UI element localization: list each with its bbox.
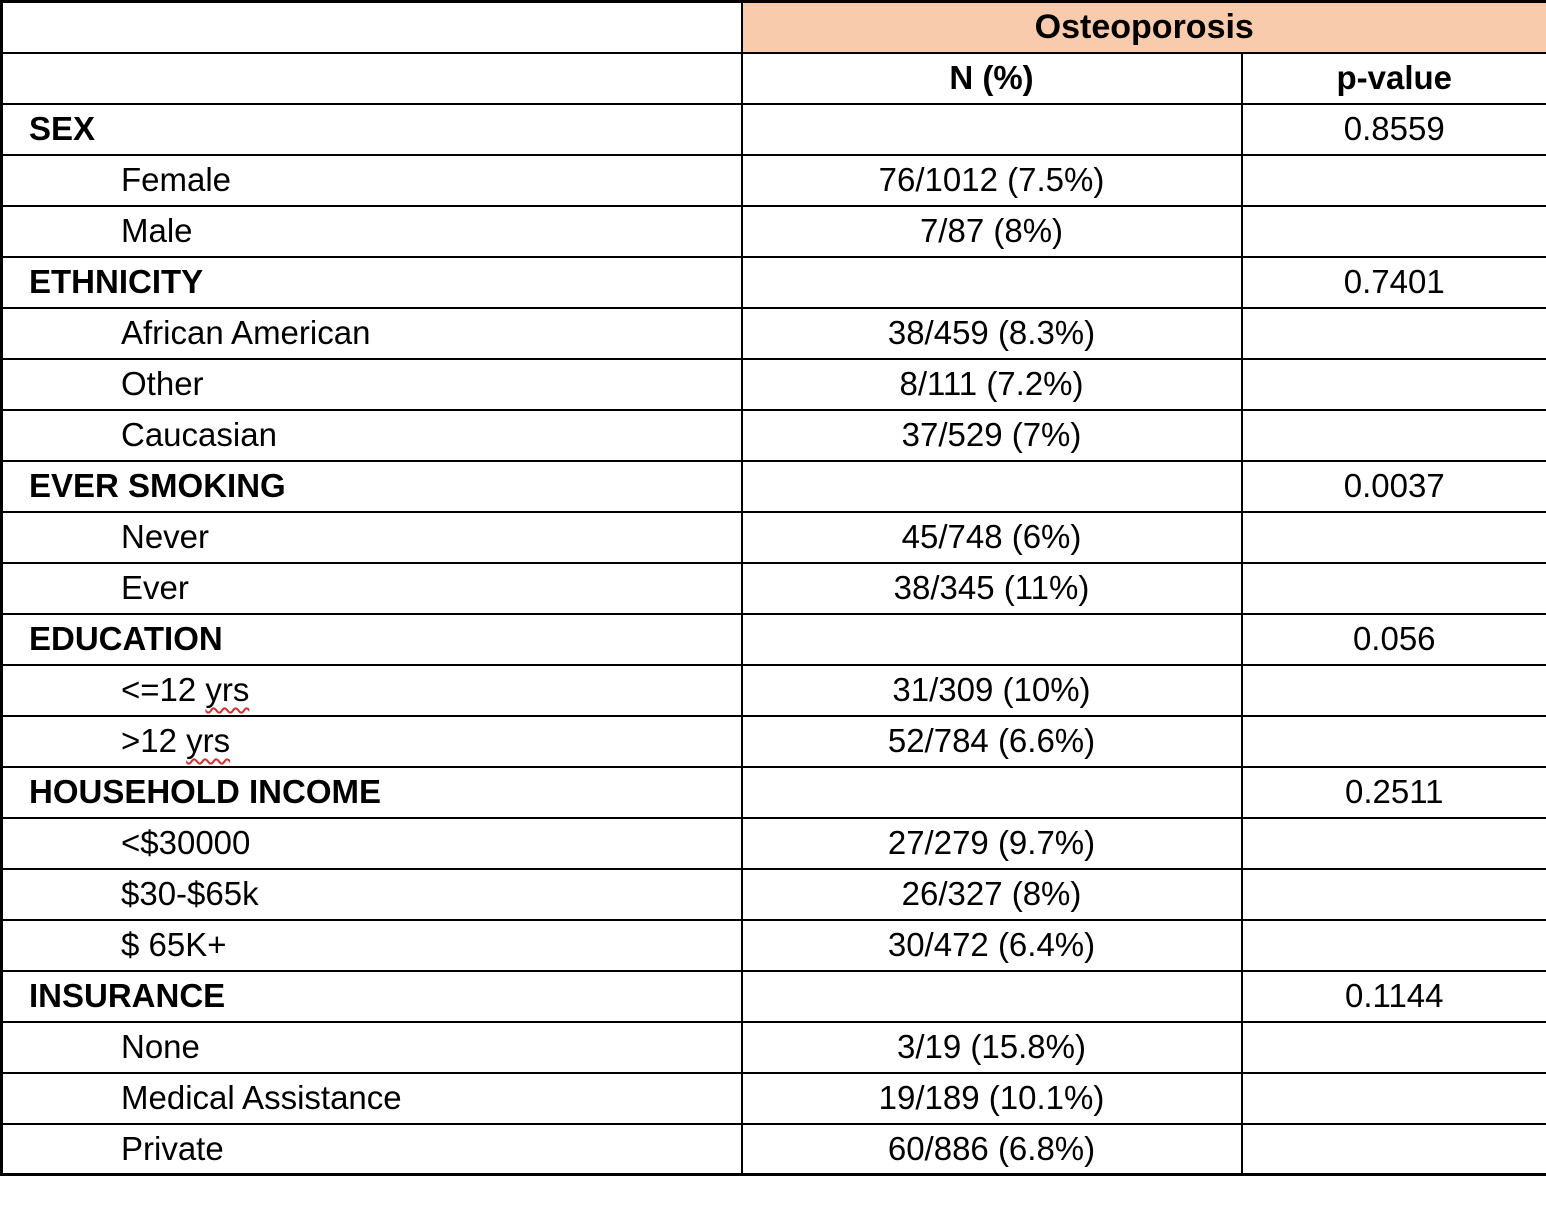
category-row: EVER SMOKING 0.0037 [0, 459, 1546, 513]
sub-row: None 3/19 (15.8%) [0, 1020, 1546, 1074]
p-value [1240, 306, 1546, 360]
sub-row: Other 8/111 (7.2%) [0, 357, 1546, 411]
n-percent-value: 3/19 (15.8%) [740, 1020, 1243, 1074]
row-label: Male [0, 204, 743, 258]
row-label: African American [0, 306, 743, 360]
n-percent-value: 76/1012 (7.5%) [740, 153, 1243, 207]
row-label: EVER SMOKING [0, 459, 743, 513]
p-value: 0.8559 [1240, 102, 1546, 156]
p-value [1240, 918, 1546, 972]
sub-row: Male 7/87 (8%) [0, 204, 1546, 258]
row-label: Never [0, 510, 743, 564]
p-value: 0.7401 [1240, 255, 1546, 309]
row-label: EDUCATION [0, 612, 743, 666]
table-body: SEX 0.8559 Female 76/1012 (7.5%) Male 7/87 (8… [0, 102, 1546, 1176]
category-row: ETHNICITY 0.7401 [0, 255, 1546, 309]
n-percent-value [740, 459, 1243, 513]
sub-row: $30-$65k 26/327 (8%) [0, 867, 1546, 921]
n-percent-value: 26/327 (8%) [740, 867, 1243, 921]
sub-row: African American 38/459 (8.3%) [0, 306, 1546, 360]
spellcheck-underlined-word: yrs [186, 721, 231, 759]
row-label: ETHNICITY [0, 255, 743, 309]
row-label: Private [0, 1122, 743, 1176]
p-value [1240, 714, 1546, 768]
osteoporosis-table: Osteoporosis N (%) p-value SEX 0.8559 Fema… [0, 0, 1546, 1176]
sub-row: <$30000 27/279 (9.7%) [0, 816, 1546, 870]
n-percent-value: 8/111 (7.2%) [740, 357, 1243, 411]
p-value: 0.056 [1240, 612, 1546, 666]
p-value [1240, 663, 1546, 717]
p-value: 0.1144 [1240, 969, 1546, 1023]
p-value [1240, 1122, 1546, 1176]
n-percent-value [740, 765, 1243, 819]
spellcheck-underlined-word: yrs [205, 670, 250, 708]
n-percent-value: 7/87 (8%) [740, 204, 1243, 258]
n-percent-value [740, 612, 1243, 666]
row-label: Other [0, 357, 743, 411]
sub-row: Medical Assistance 19/189 (10.1%) [0, 1071, 1546, 1125]
p-value [1240, 408, 1546, 462]
corner-cell-bottom [0, 51, 743, 105]
p-value [1240, 357, 1546, 411]
n-percent-value [740, 102, 1243, 156]
row-label: >12 yrs [0, 714, 743, 768]
sub-row: Female 76/1012 (7.5%) [0, 153, 1546, 207]
row-label: SEX [0, 102, 743, 156]
sub-row: Never 45/748 (6%) [0, 510, 1546, 564]
row-label: Female [0, 153, 743, 207]
p-value: 0.2511 [1240, 765, 1546, 819]
n-percent-value: 37/529 (7%) [740, 408, 1243, 462]
table-title: Osteoporosis [740, 0, 1546, 54]
n-percent-value: 38/345 (11%) [740, 561, 1243, 615]
n-percent-value: 45/748 (6%) [740, 510, 1243, 564]
n-percent-value: 27/279 (9.7%) [740, 816, 1243, 870]
row-label: <$30000 [0, 816, 743, 870]
column-header-n: N (%) [740, 51, 1243, 105]
p-value: 0.0037 [1240, 459, 1546, 513]
row-label: $30-$65k [0, 867, 743, 921]
sub-row: Caucasian 37/529 (7%) [0, 408, 1546, 462]
p-value [1240, 561, 1546, 615]
column-header-p: p-value [1240, 51, 1546, 105]
p-value [1240, 816, 1546, 870]
group-header-row: Osteoporosis [0, 0, 1546, 54]
row-label: Ever [0, 561, 743, 615]
p-value [1240, 153, 1546, 207]
n-percent-value: 60/886 (6.8%) [740, 1122, 1243, 1176]
sub-row: Private 60/886 (6.8%) [0, 1122, 1546, 1176]
p-value [1240, 1020, 1546, 1074]
category-row: SEX 0.8559 [0, 102, 1546, 156]
n-percent-value: 19/189 (10.1%) [740, 1071, 1243, 1125]
row-label: Caucasian [0, 408, 743, 462]
p-value [1240, 867, 1546, 921]
row-label: INSURANCE [0, 969, 743, 1023]
n-percent-value: 52/784 (6.6%) [740, 714, 1243, 768]
row-label: Medical Assistance [0, 1071, 743, 1125]
corner-cell-top [0, 0, 743, 54]
column-header-row: N (%) p-value [0, 51, 1546, 105]
category-row: HOUSEHOLD INCOME 0.2511 [0, 765, 1546, 819]
p-value [1240, 1071, 1546, 1125]
p-value [1240, 204, 1546, 258]
sub-row: Ever 38/345 (11%) [0, 561, 1546, 615]
row-label: <=12 yrs [0, 663, 743, 717]
sub-row: $ 65K+ 30/472 (6.4%) [0, 918, 1546, 972]
sub-row: <=12 yrs 31/309 (10%) [0, 663, 1546, 717]
n-percent-value: 30/472 (6.4%) [740, 918, 1243, 972]
category-row: EDUCATION 0.056 [0, 612, 1546, 666]
n-percent-value: 31/309 (10%) [740, 663, 1243, 717]
row-label: None [0, 1020, 743, 1074]
n-percent-value [740, 969, 1243, 1023]
sub-row: >12 yrs 52/784 (6.6%) [0, 714, 1546, 768]
row-label: HOUSEHOLD INCOME [0, 765, 743, 819]
n-percent-value [740, 255, 1243, 309]
category-row: INSURANCE 0.1144 [0, 969, 1546, 1023]
p-value [1240, 510, 1546, 564]
n-percent-value: 38/459 (8.3%) [740, 306, 1243, 360]
row-label: $ 65K+ [0, 918, 743, 972]
